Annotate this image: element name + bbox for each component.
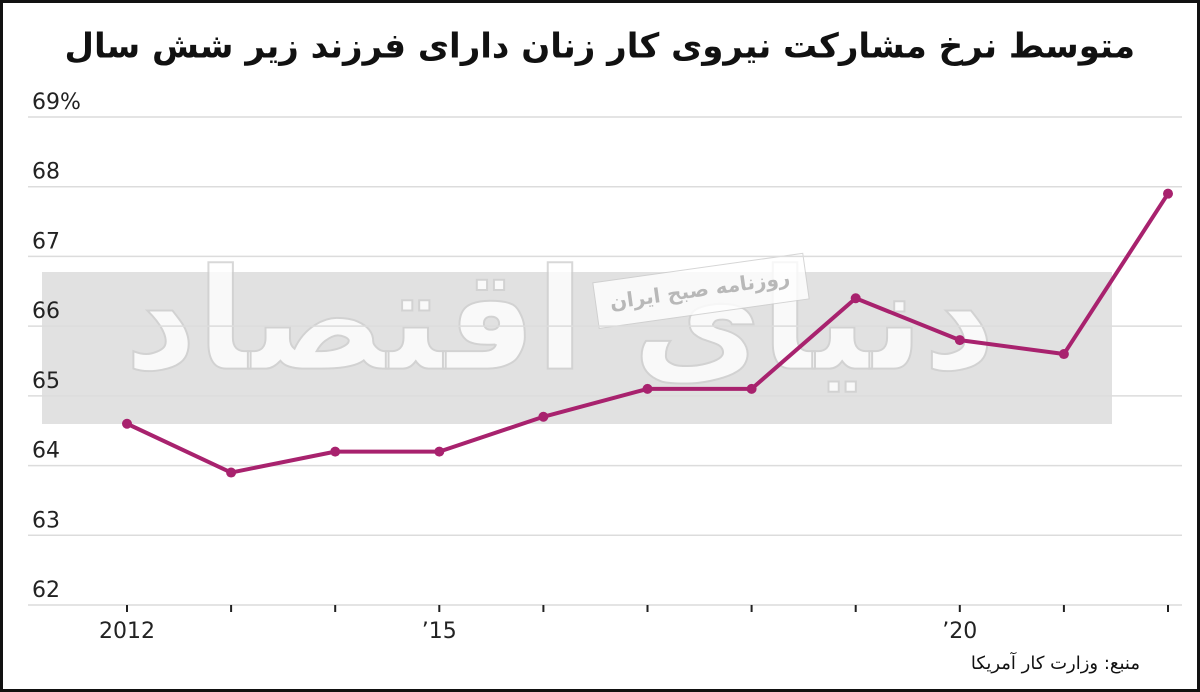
y-tick-label: 64 [32,439,60,464]
x-tick-label: ’15 [422,619,457,644]
x-tick-label: 2012 [99,619,155,644]
y-tick-label: 67 [32,229,60,254]
y-tick-label: 66 [32,299,60,324]
marker [122,418,132,429]
source: منبع: وزارت کار آمریکا [971,651,1140,674]
y-tick-label: 63 [32,508,60,533]
marker [1163,188,1173,199]
marker [434,446,445,457]
y-tick-label: 62 [32,578,60,603]
marker [538,411,549,422]
marker [954,335,965,346]
marker [850,293,861,304]
marker [642,383,653,394]
marker [226,467,237,478]
marker [330,446,341,457]
y-tick-label: 69% [32,90,81,115]
y-tick-label: 65 [32,369,60,394]
marker [1058,349,1069,360]
chart-title: متوسط نرخ مشارکت نیروی کار زنان دارای فر… [64,27,1135,67]
watermark-box [592,252,810,329]
watermark: دنیای اقتصاد [125,240,995,403]
x-tick-label: ’20 [942,619,977,644]
y-tick-label: 68 [32,160,60,185]
marker [746,383,757,394]
watermark-band [42,272,1112,424]
